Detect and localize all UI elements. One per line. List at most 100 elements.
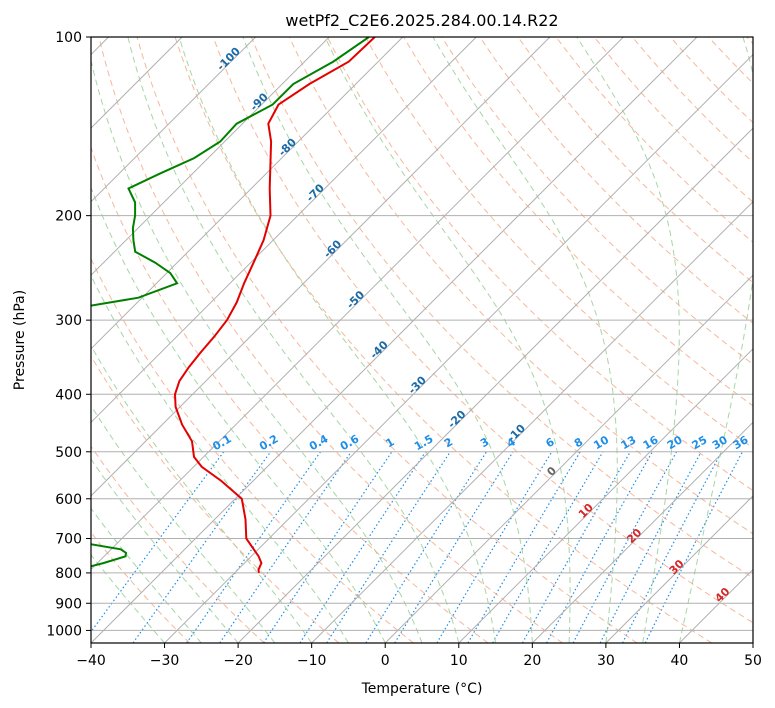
moist-adiabat: [91, 404, 276, 643]
mixing-ratio-label: 36: [731, 433, 751, 452]
dry-adiabats: [91, 37, 753, 643]
mixing-ratio-line: [262, 451, 393, 643]
isotherm-label: -80: [276, 136, 299, 159]
mixing-ratio-label: 3: [478, 435, 491, 450]
mixing-ratio-label: 0.4: [307, 432, 331, 453]
x-tick-label: 0: [381, 653, 390, 669]
dry-adiabat: [708, 37, 753, 84]
moist-adiabats: [91, 37, 753, 643]
dry-adiabat: [479, 37, 753, 324]
y-tick-label: 1000: [46, 623, 82, 639]
dry-adiabat: [555, 37, 753, 243]
isotherm-label: 30: [667, 557, 687, 577]
mixing-ratio-label: 8: [572, 435, 585, 450]
dry-adiabat: [98, 37, 563, 643]
mixing-ratio-line: [599, 451, 702, 643]
isotherm-label: -40: [368, 338, 391, 361]
x-tick-label: −20: [223, 653, 253, 669]
dry-adiabat: [91, 257, 414, 643]
isotherm-line: [531, 421, 753, 643]
pressure-gridlines: [91, 37, 753, 631]
isotherm-label: 20: [624, 526, 644, 546]
isotherm-line: [164, 53, 753, 643]
moist-adiabat: [242, 37, 533, 643]
dry-adiabat: [593, 37, 753, 203]
dry-adiabat: [517, 37, 753, 284]
isotherm-line: [91, 37, 404, 350]
isotherm-label: -100: [214, 45, 243, 74]
dry-adiabat: [670, 37, 753, 124]
mixing-ratio-label: 1: [384, 435, 397, 450]
isotherm-line: [384, 274, 753, 643]
mixing-ratio-line: [436, 451, 553, 643]
isotherm-lines: [91, 37, 753, 643]
isotherm-line: [752, 642, 753, 643]
moist-adiabat: [127, 37, 460, 643]
isotherm-line: [91, 37, 698, 643]
isotherm-line: [91, 37, 477, 424]
dry-adiabat: [91, 355, 340, 643]
mixing-ratio-label: 0.1: [210, 432, 233, 453]
x-tick-label: 20: [523, 653, 541, 669]
profiles: [91, 37, 376, 574]
dry-adiabat: [91, 531, 191, 643]
dry-adiabat: [441, 37, 753, 365]
mixing-ratio-line: [299, 451, 426, 643]
isotherm-label: -50: [344, 288, 367, 311]
moist-adiabat: [91, 186, 386, 643]
mixing-ratio-line: [365, 451, 487, 643]
mixing-ratio-lines: [91, 451, 743, 643]
mixing-ratio-label: 30: [710, 433, 730, 452]
moist-adiabat: [678, 37, 753, 643]
mixing-ratio-label: 25: [690, 433, 710, 452]
isotherm-line: [679, 568, 753, 643]
isotherm-line: [91, 37, 257, 203]
x-axis: −40 −30 −20 −10 0 10 20 30 40 50: [76, 643, 762, 669]
dry-adiabat: [136, 37, 638, 643]
y-tick-label: 600: [55, 492, 82, 508]
x-tick-label: 40: [671, 653, 689, 669]
moist-adiabat: [91, 554, 165, 643]
chart-title: wetPf2_C2E6.2025.284.00.14.R22: [285, 11, 558, 31]
plot-area: -100-90-80-70-60-50-40-30-20-10010203040…: [91, 37, 753, 643]
plot-frame: [90, 36, 754, 644]
moist-adiabat: [576, 37, 680, 643]
y-tick-label: 900: [55, 596, 82, 612]
y-tick-label: 200: [55, 209, 82, 225]
y-tick-label: 700: [55, 532, 82, 548]
y-tick-label: 800: [55, 566, 82, 582]
dry-adiabat: [212, 37, 753, 624]
dry-adiabat: [288, 37, 753, 535]
moist-adiabat: [178, 37, 497, 643]
x-tick-label: 50: [744, 653, 762, 669]
y-axis-label: Pressure (hPa): [12, 290, 28, 390]
x-axis-label: Temperature (°C): [361, 681, 483, 697]
x-tick-label: −30: [150, 653, 180, 669]
isotherm-line: [91, 37, 551, 497]
mixing-ratio-label: 20: [665, 433, 685, 452]
temperature-profile: [173, 37, 376, 574]
x-tick-label: 30: [597, 653, 615, 669]
y-tick-label: 400: [55, 387, 82, 403]
isotherm-line: [605, 495, 753, 643]
mixing-ratio-label: 16: [641, 433, 661, 452]
moist-adiabat: [91, 507, 202, 643]
y-axis: 1000 900 800 700 600 500 400 300 200 100: [46, 30, 91, 639]
dry-adiabat: [746, 37, 753, 45]
dry-adiabat: [91, 445, 265, 643]
isotherm-line: [237, 127, 753, 643]
mixing-ratio-label: 0.2: [257, 432, 280, 453]
mixing-ratio-line: [219, 451, 352, 643]
moist-adiabat: [91, 58, 423, 643]
isotherm-label: -70: [304, 181, 327, 204]
isotherm-label: -30: [406, 373, 429, 396]
isotherm-line: [91, 37, 330, 276]
isotherm-line: [458, 348, 753, 643]
moist-adiabat: [324, 37, 571, 643]
mixing-ratio-line: [91, 451, 225, 633]
moist-adiabat: [432, 37, 618, 643]
dewpoint-profile: [91, 37, 370, 568]
mixing-ratio-line: [132, 451, 272, 643]
isotherm-label: -60: [321, 237, 344, 260]
